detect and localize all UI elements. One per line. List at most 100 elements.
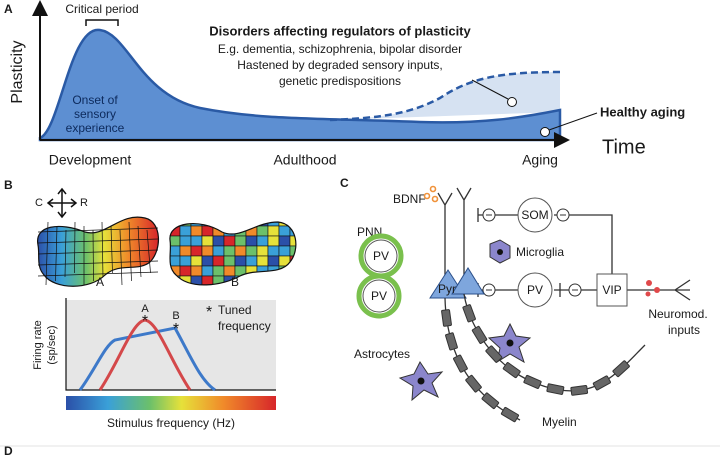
inhibitory-symbols [482,208,582,297]
bracket [85,19,119,26]
map-cell [169,286,180,296]
curve-label: B [172,310,179,322]
map-cell [278,245,291,257]
annotation: Critical period [65,2,138,16]
annotation: sensory [74,107,116,121]
leader-dot [540,127,550,137]
panel-a: A Plasticity Time Critical period Onset … [4,0,685,168]
map-cell [245,265,258,277]
label: Myelin [542,415,577,429]
map-cell [289,222,296,227]
map-cell [201,225,214,237]
map-cell [267,245,280,257]
map-cell [290,286,301,296]
nucleus [506,339,514,347]
map-cell [267,225,280,237]
y-axis-label: Plasticity [9,40,26,103]
map-cell [212,245,225,257]
map-cell [223,222,236,227]
map-cell [234,222,247,227]
cell-edge [137,225,142,278]
annotation: genetic predispositions [279,74,401,88]
bdnf-dots [423,185,439,203]
map-cell [213,286,224,296]
x-axis-label: Time [602,136,646,158]
map-cell [267,255,280,267]
y-axis-label: Firing rate [32,320,44,370]
cell-label: PV [527,283,543,297]
map-cell [301,266,312,276]
cell-edge [64,229,67,278]
map-cell [289,255,296,267]
cell-edge [128,221,132,282]
cell-label: SOM [521,208,548,222]
map-cell [190,225,203,237]
map-cell [212,222,225,227]
compass-label: R [80,197,88,209]
cell-edge [37,227,159,233]
map-cell [256,225,269,237]
myelin-segment [441,309,452,327]
panel-label: B [4,178,13,192]
map-cell [289,275,296,285]
cell-label: PV [371,289,387,303]
label: Microglia [516,245,564,259]
y-axis-label: (sp/sec) [46,325,58,364]
map-cell [245,275,258,285]
myelin-segment [546,383,565,395]
cell-edge [101,221,104,278]
legend-text: frequency [218,319,271,333]
map-cell [179,245,192,257]
myelin-segment [445,332,458,351]
cell-edge [37,271,159,277]
map-label: A [96,275,104,289]
map-cell [301,216,312,226]
map-cell [212,235,225,247]
map-cell [268,286,279,296]
myelin-segment [592,375,611,391]
annotation: E.g. dementia, schizophrenia, bipolar di… [218,42,462,56]
annotation: Hastened by degraded sensory inputs, [237,58,442,72]
myelin-segment [570,385,589,396]
x-axis-label: Stimulus frequency (Hz) [107,416,235,430]
map-cell [278,235,291,247]
map-cell [289,225,296,237]
label: inputs [668,323,700,337]
map-cell [289,265,296,277]
map-cell [278,222,291,227]
tonotopic-map [37,216,159,287]
map-cell [245,222,258,227]
label: Astrocytes [354,347,410,361]
stage-label: Aging [522,152,558,168]
map-cell [267,235,280,247]
map-cell [256,255,269,267]
map-cell [245,235,258,247]
myelin-segment [523,374,542,389]
curve-label: A [141,303,149,315]
map-cell [190,255,203,267]
panel-label: A [4,2,13,16]
map-cell [301,236,312,246]
cell-edge [37,238,159,244]
som-cell [517,197,553,233]
pyramidal-cell [451,267,485,295]
neuromod-dots [645,280,660,297]
pv-cell [356,273,402,319]
map-cell [190,245,203,257]
myelin-segment [612,360,630,378]
cell-edge [146,229,151,274]
map-cell [191,286,202,296]
map-cell [201,245,214,257]
tuning-curve-a [98,318,192,391]
cell-label: Pyr [438,282,456,296]
map-cell [234,255,247,267]
map-cell [234,245,247,257]
compass [46,187,78,219]
tuned-marker: * [142,313,148,330]
map-cell [179,235,192,247]
myelin-segment [471,325,488,344]
cell-label: VIP [602,283,621,297]
map-cell [267,222,280,227]
vip-cell [596,273,628,307]
